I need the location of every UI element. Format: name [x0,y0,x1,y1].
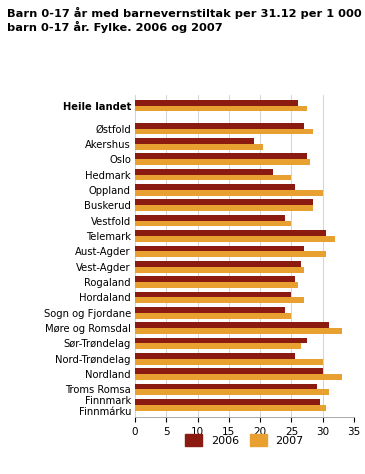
Bar [135,282,298,288]
Bar [135,230,326,236]
Bar [135,322,329,328]
Bar [135,344,301,349]
Bar [135,184,295,190]
Bar [135,106,307,111]
Bar [135,200,314,205]
Bar [135,154,307,159]
Bar [135,123,304,128]
Bar [135,307,285,313]
Bar [135,276,295,282]
Bar [135,236,335,242]
Bar [135,390,329,395]
Bar [135,221,292,227]
Bar [135,292,292,297]
Bar [135,190,323,196]
Bar [135,267,304,273]
Bar [135,337,307,344]
Bar [135,368,323,374]
Bar [135,297,304,303]
Bar [135,399,320,405]
Bar [135,313,292,319]
Bar [135,251,326,257]
Bar [135,261,301,267]
Bar [135,128,314,135]
Legend: 2006, 2007: 2006, 2007 [181,430,308,450]
Bar [135,374,342,380]
Bar [135,100,298,106]
Bar [135,169,273,174]
Bar [135,205,314,211]
Bar [135,353,295,359]
Bar [135,215,285,221]
Bar [135,359,323,365]
Bar [135,328,342,334]
Bar [135,383,316,390]
Bar [135,246,304,251]
Bar [135,174,292,181]
Text: Barn 0-17 år med barnevernstiltak per 31.12 per 1 000
barn 0-17 år. Fylke. 2006 : Barn 0-17 år med barnevernstiltak per 31… [7,7,362,33]
Bar [135,144,263,150]
Bar [135,138,254,144]
Bar [135,405,326,410]
Bar [135,159,310,165]
